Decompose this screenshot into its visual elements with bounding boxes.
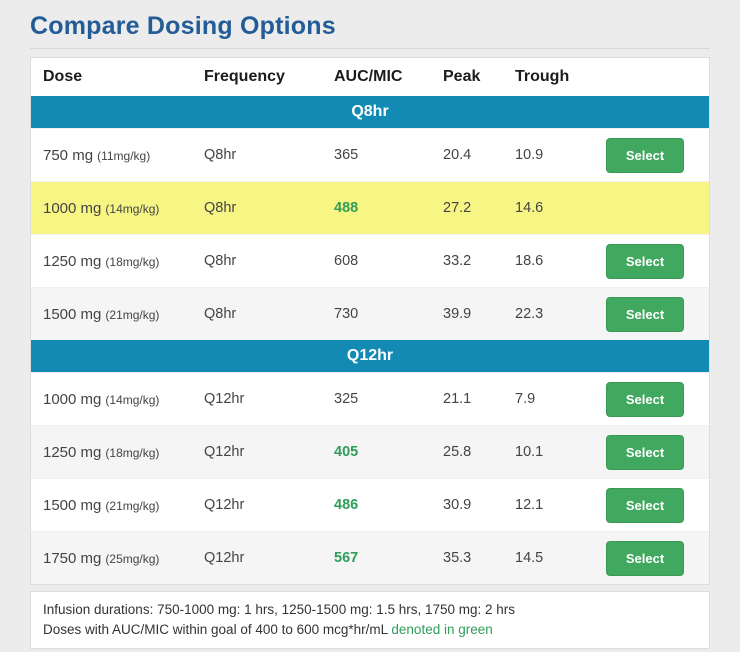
footnote-auc-goal-text: Doses with AUC/MIC within goal of 400 to… bbox=[43, 622, 392, 637]
select-cell: Select bbox=[606, 137, 711, 173]
dose-value: 1250 mg bbox=[43, 252, 102, 270]
frequency-value: Q8hr bbox=[204, 253, 237, 269]
trough-value: 12.1 bbox=[515, 497, 544, 513]
dose-value: 1500 mg bbox=[43, 496, 102, 514]
section-header: Q12hr bbox=[31, 340, 709, 372]
select-cell: Select bbox=[606, 381, 711, 417]
dose-detail: (11mg/kg) bbox=[97, 148, 151, 163]
footnotes: Infusion durations: 750-1000 mg: 1 hrs, … bbox=[30, 591, 710, 649]
auc-mic-value: 325 bbox=[334, 391, 359, 407]
dosing-table: Dose Frequency AUC/MIC Peak Trough Q8hr … bbox=[30, 57, 710, 585]
frequency-value: Q12hr bbox=[204, 550, 245, 566]
footnote-infusion-durations: Infusion durations: 750-1000 mg: 1 hrs, … bbox=[43, 602, 516, 617]
table-header-row: Dose Frequency AUC/MIC Peak Trough bbox=[31, 58, 709, 96]
trough-value: 10.9 bbox=[515, 147, 544, 163]
dose-cell: 1500 mg (21mg/kg) bbox=[43, 497, 204, 514]
frequency-value: Q12hr bbox=[204, 497, 245, 513]
table-row: 1250 mg (18mg/kg) Q8hr 608 33.2 18.6 Sel… bbox=[31, 234, 709, 287]
select-cell: Select bbox=[606, 487, 711, 523]
frequency-value: Q8hr bbox=[204, 200, 237, 216]
peak-value: 39.9 bbox=[443, 306, 472, 322]
auc-mic-value: 567 bbox=[334, 550, 359, 566]
column-header-auc-mic: AUC/MIC bbox=[334, 68, 403, 85]
auc-mic-value: 608 bbox=[334, 253, 359, 269]
dose-cell: 1250 mg (18mg/kg) bbox=[43, 444, 204, 461]
peak-value: 33.2 bbox=[443, 253, 472, 269]
section-header: Q8hr bbox=[31, 96, 709, 128]
select-button[interactable]: Select bbox=[606, 540, 684, 576]
auc-mic-value: 486 bbox=[334, 497, 359, 513]
frequency-value: Q8hr bbox=[204, 306, 237, 322]
select-button[interactable]: Select bbox=[606, 137, 684, 173]
auc-mic-value: 365 bbox=[334, 147, 359, 163]
table-row: 1000 mg (14mg/kg) Q8hr 488 27.2 14.6 bbox=[31, 181, 709, 234]
peak-value: 21.1 bbox=[443, 391, 472, 407]
select-button[interactable]: Select bbox=[606, 487, 684, 523]
trough-value: 7.9 bbox=[515, 391, 536, 407]
dose-cell: 1250 mg (18mg/kg) bbox=[43, 253, 204, 270]
column-header-peak: Peak bbox=[443, 68, 481, 85]
select-cell: Select bbox=[606, 243, 711, 279]
peak-value: 20.4 bbox=[443, 147, 472, 163]
dose-value: 1000 mg bbox=[43, 390, 102, 408]
dose-detail: (21mg/kg) bbox=[105, 498, 160, 513]
table-row: 1000 mg (14mg/kg) Q12hr 325 21.1 7.9 Sel… bbox=[31, 372, 709, 425]
peak-value: 27.2 bbox=[443, 200, 472, 216]
column-header-frequency: Frequency bbox=[204, 68, 285, 85]
footnote-auc-goal: Doses with AUC/MIC within goal of 400 to… bbox=[43, 620, 697, 640]
table-row: 1500 mg (21mg/kg) Q12hr 486 30.9 12.1 Se… bbox=[31, 478, 709, 531]
dose-detail: (18mg/kg) bbox=[105, 445, 160, 460]
dose-cell: 750 mg (11mg/kg) bbox=[43, 147, 204, 164]
peak-value: 30.9 bbox=[443, 497, 472, 513]
dose-value: 1750 mg bbox=[43, 549, 102, 567]
dose-cell: 1000 mg (14mg/kg) bbox=[43, 200, 204, 217]
column-header-trough: Trough bbox=[515, 68, 570, 85]
column-header-dose: Dose bbox=[43, 68, 83, 85]
frequency-value: Q12hr bbox=[204, 391, 245, 407]
dose-value: 750 mg bbox=[43, 146, 94, 164]
select-button[interactable]: Select bbox=[606, 296, 684, 332]
trough-value: 14.6 bbox=[515, 200, 544, 216]
dose-detail: (18mg/kg) bbox=[105, 254, 160, 269]
trough-value: 22.3 bbox=[515, 306, 544, 322]
trough-value: 10.1 bbox=[515, 444, 544, 460]
dose-value: 1000 mg bbox=[43, 199, 102, 217]
dose-cell: 1000 mg (14mg/kg) bbox=[43, 391, 204, 408]
dose-detail: (14mg/kg) bbox=[105, 392, 160, 407]
select-cell: Select bbox=[606, 434, 711, 470]
select-button[interactable]: Select bbox=[606, 434, 684, 470]
peak-value: 35.3 bbox=[443, 550, 472, 566]
footnote-auc-goal-green: denoted in green bbox=[391, 622, 493, 637]
table-row: 1500 mg (21mg/kg) Q8hr 730 39.9 22.3 Sel… bbox=[31, 287, 709, 340]
dose-detail: (25mg/kg) bbox=[105, 551, 160, 566]
table-row: 750 mg (11mg/kg) Q8hr 365 20.4 10.9 Sele… bbox=[31, 128, 709, 181]
select-button[interactable]: Select bbox=[606, 381, 684, 417]
trough-value: 18.6 bbox=[515, 253, 544, 269]
select-cell: Select bbox=[606, 540, 711, 576]
dose-value: 1250 mg bbox=[43, 443, 102, 461]
page-title: Compare Dosing Options bbox=[30, 12, 710, 49]
peak-value: 25.8 bbox=[443, 444, 472, 460]
dose-detail: (14mg/kg) bbox=[105, 201, 160, 216]
auc-mic-value: 488 bbox=[334, 200, 359, 216]
frequency-value: Q8hr bbox=[204, 147, 237, 163]
dose-value: 1500 mg bbox=[43, 305, 102, 323]
dosing-section: Q12hr 1000 mg (14mg/kg) Q12hr 325 21.1 7… bbox=[31, 340, 709, 584]
dosing-section: Q8hr 750 mg (11mg/kg) Q8hr 365 20.4 10.9… bbox=[31, 96, 709, 340]
select-button[interactable]: Select bbox=[606, 243, 684, 279]
select-cell: Select bbox=[606, 296, 711, 332]
auc-mic-value: 405 bbox=[334, 444, 359, 460]
frequency-value: Q12hr bbox=[204, 444, 245, 460]
dose-cell: 1750 mg (25mg/kg) bbox=[43, 550, 204, 567]
dose-detail: (21mg/kg) bbox=[105, 307, 160, 322]
auc-mic-value: 730 bbox=[334, 306, 359, 322]
trough-value: 14.5 bbox=[515, 550, 544, 566]
table-row: 1250 mg (18mg/kg) Q12hr 405 25.8 10.1 Se… bbox=[31, 425, 709, 478]
dose-cell: 1500 mg (21mg/kg) bbox=[43, 306, 204, 323]
table-row: 1750 mg (25mg/kg) Q12hr 567 35.3 14.5 Se… bbox=[31, 531, 709, 584]
